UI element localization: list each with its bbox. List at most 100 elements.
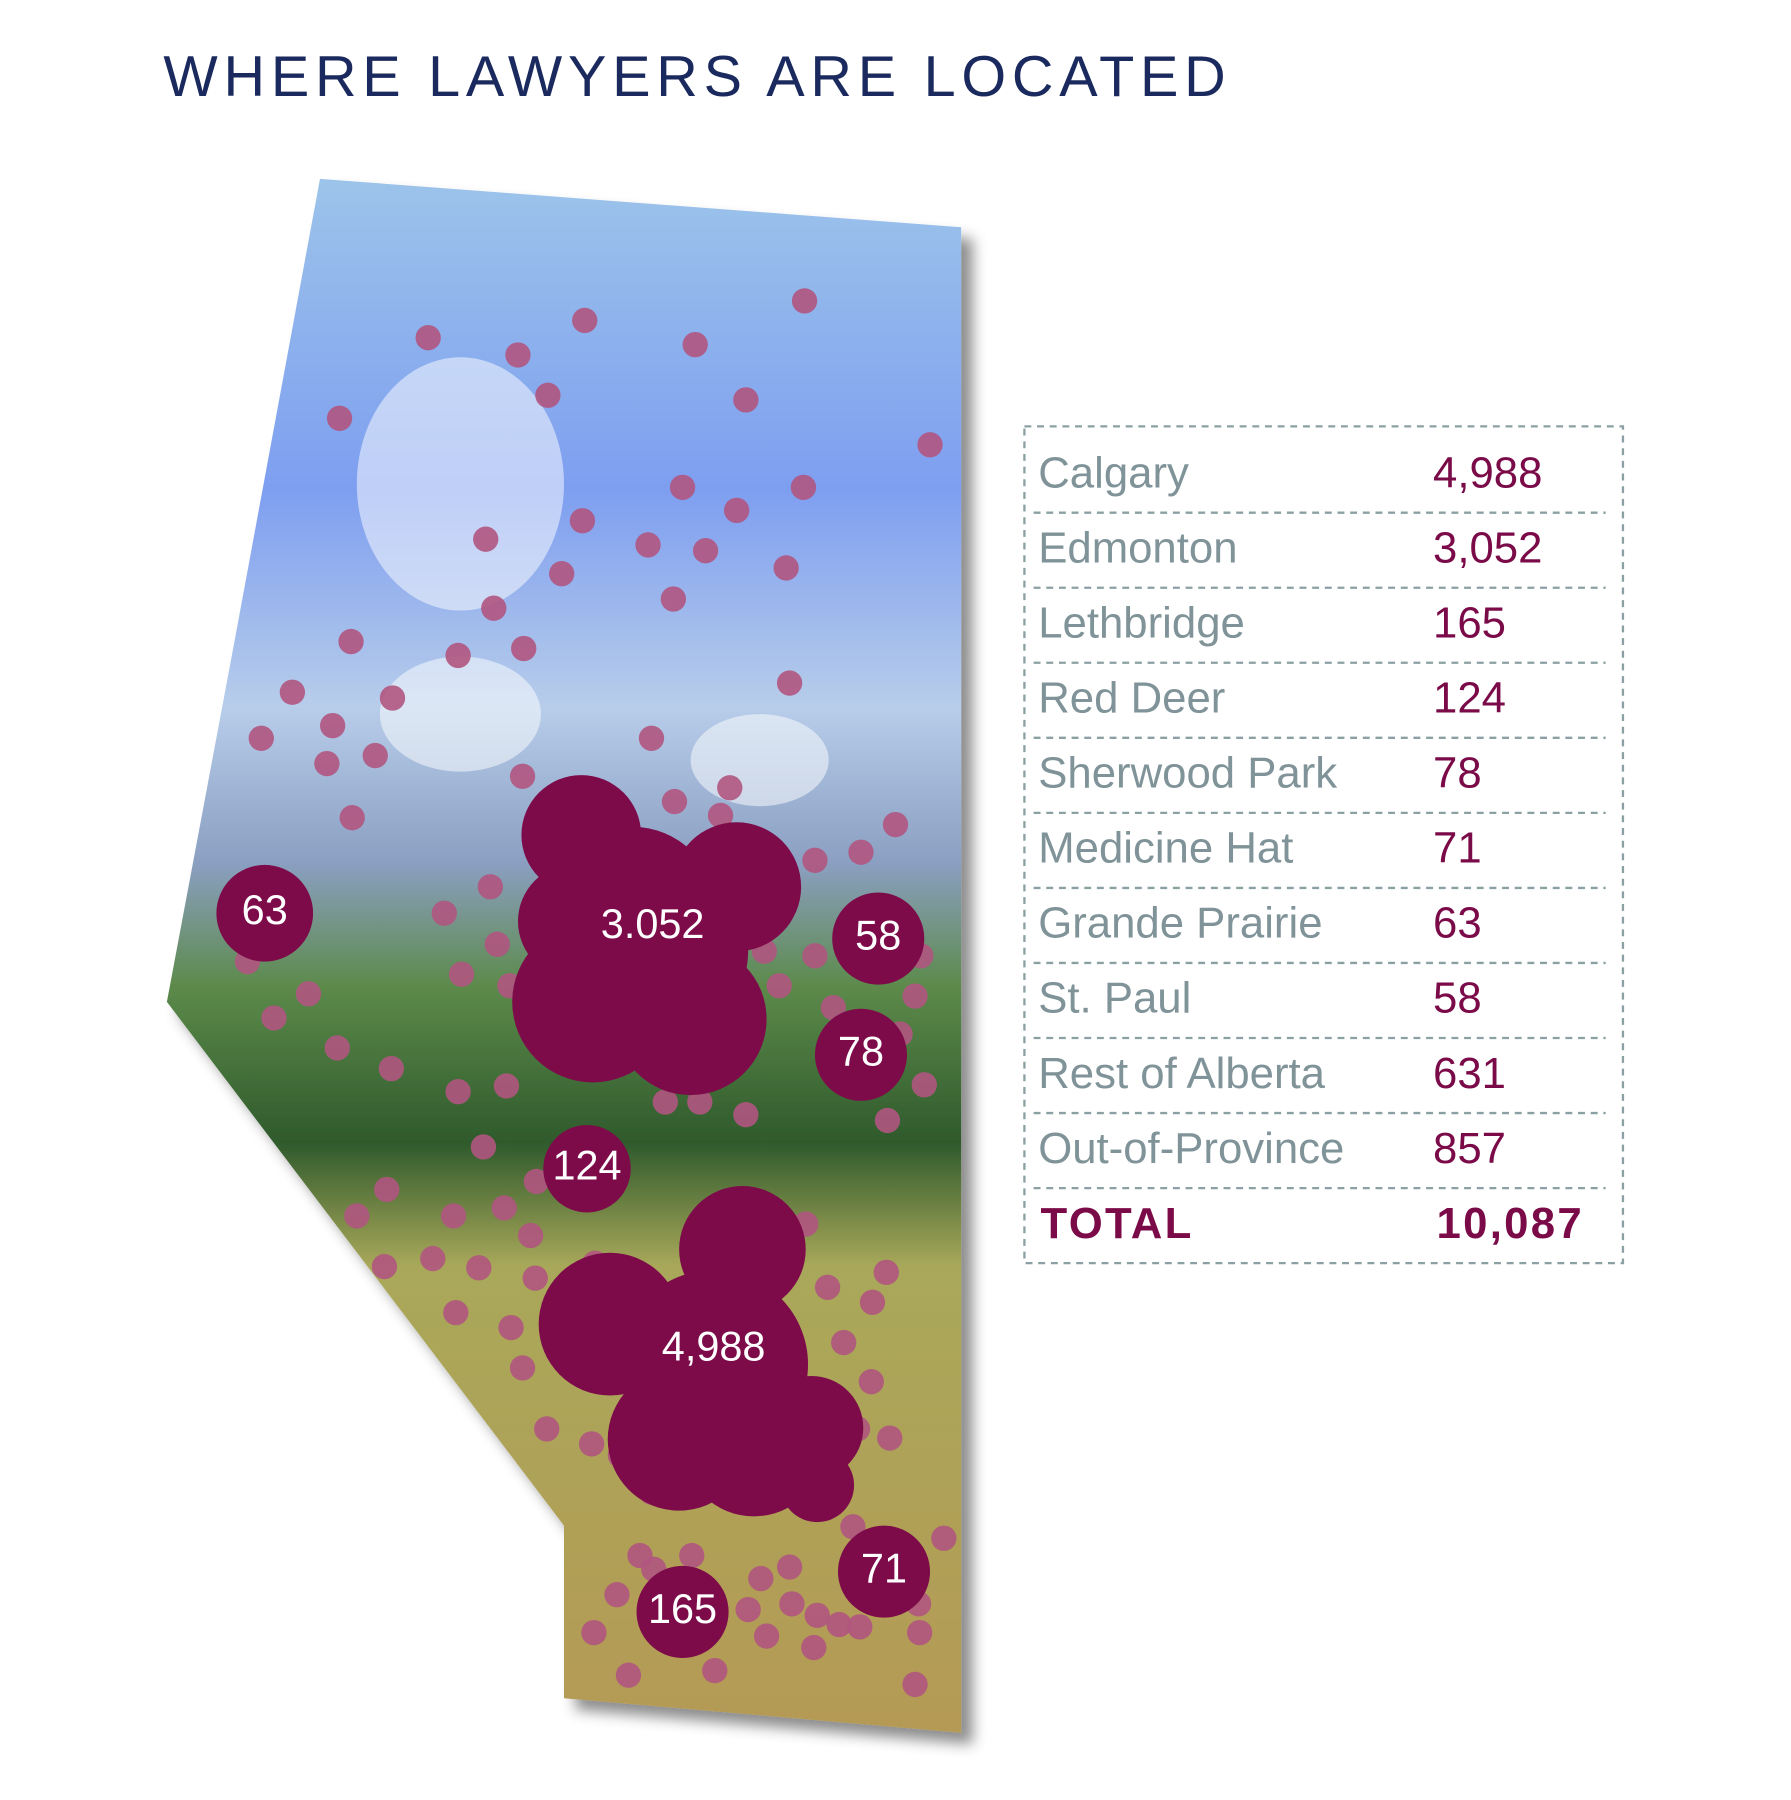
dot [509, 1355, 536, 1381]
dot [319, 712, 346, 739]
dot [338, 628, 364, 655]
dot [314, 750, 340, 777]
dot [917, 432, 943, 458]
dot [692, 538, 719, 564]
cloud [356, 357, 565, 611]
dot [652, 1089, 678, 1115]
bubble-label: 4,988 [662, 1322, 766, 1369]
dot [604, 1581, 630, 1608]
row-name: Medicine Hat [1038, 824, 1293, 873]
dot [847, 1614, 873, 1640]
dot [295, 981, 322, 1007]
dot [445, 1078, 471, 1105]
table: Calgary 4,988 Edmonton 3,052 Lethbridge 165 Re… [1033, 448, 1606, 1248]
dot [790, 474, 817, 501]
dot [702, 1657, 728, 1684]
bubble-label: 124 [552, 1142, 621, 1189]
bubble-label: 3.052 [601, 900, 705, 947]
dot [569, 508, 596, 534]
row-name: Sherwood Park [1038, 749, 1337, 798]
row-value: 71 [1433, 824, 1482, 873]
cloud [379, 656, 541, 772]
dot [549, 561, 575, 587]
dot [682, 331, 708, 358]
dot [766, 973, 792, 999]
row-value: 58 [1433, 974, 1482, 1023]
dot [687, 1089, 713, 1115]
bubble-label: 71 [861, 1545, 907, 1592]
cloud [690, 714, 829, 807]
row-value: 857 [1433, 1124, 1506, 1173]
dot [448, 961, 475, 987]
dot [534, 1416, 560, 1442]
dot [484, 931, 510, 957]
dot [344, 1203, 370, 1229]
dot [572, 307, 598, 334]
row-name: Out-of-Province [1038, 1124, 1344, 1173]
dot [374, 1176, 400, 1203]
dot [733, 1102, 759, 1128]
dot [379, 685, 406, 711]
bubble-label: 58 [855, 911, 901, 958]
dot [804, 1602, 830, 1629]
dot [753, 1623, 780, 1649]
dot [279, 679, 306, 705]
bubble-layer: 3.052 4,988 63 58 78 124 71 165 [216, 864, 931, 1658]
dot [371, 1253, 398, 1280]
row-value: 78 [1433, 749, 1482, 798]
dot [779, 1591, 805, 1617]
dot [873, 1259, 899, 1286]
dot [578, 1431, 605, 1457]
dot [907, 1619, 933, 1646]
row-value: 124 [1433, 674, 1506, 723]
dot [773, 555, 799, 581]
dot [420, 1245, 446, 1272]
dot [324, 1035, 350, 1061]
dot [440, 1203, 467, 1229]
row-name: Red Deer [1038, 674, 1225, 723]
dot [717, 775, 743, 801]
dot [931, 1525, 957, 1551]
row-name: Calgary [1038, 448, 1189, 497]
table-frame [1023, 425, 1625, 1265]
bubble-label: 78 [838, 1028, 884, 1075]
dot [848, 839, 874, 865]
dot [498, 1314, 524, 1341]
row-value: 3,052 [1433, 523, 1542, 572]
dot [535, 382, 561, 408]
dot [859, 1289, 886, 1315]
dot [802, 847, 828, 873]
dot [378, 1055, 405, 1082]
dot [523, 1168, 550, 1195]
dot [882, 811, 909, 838]
row-value: 4,988 [1433, 448, 1542, 497]
bubble-label: 63 [242, 886, 288, 933]
row-name: Edmonton [1038, 523, 1237, 572]
row-name: St. Paul [1038, 974, 1191, 1023]
dot [669, 474, 696, 501]
row-name: Grande Prairie [1038, 899, 1322, 948]
dot [802, 943, 828, 969]
calgary-cluster [538, 1186, 864, 1523]
dot [660, 586, 687, 612]
dot [509, 763, 536, 789]
dot [858, 1369, 884, 1395]
bubble [636, 1565, 729, 1658]
dot [814, 1274, 841, 1300]
dot [707, 802, 734, 829]
dot [902, 1671, 928, 1698]
dot [723, 497, 750, 524]
dot [902, 983, 928, 1009]
dot [776, 1554, 803, 1580]
dot [473, 526, 499, 552]
bubble [832, 892, 925, 985]
dot [491, 1195, 517, 1221]
dot [261, 1005, 287, 1031]
dot [661, 788, 688, 815]
dot [431, 900, 457, 926]
dot [505, 342, 531, 368]
dot [517, 1222, 544, 1249]
dot [791, 288, 818, 314]
dot [679, 1542, 705, 1569]
